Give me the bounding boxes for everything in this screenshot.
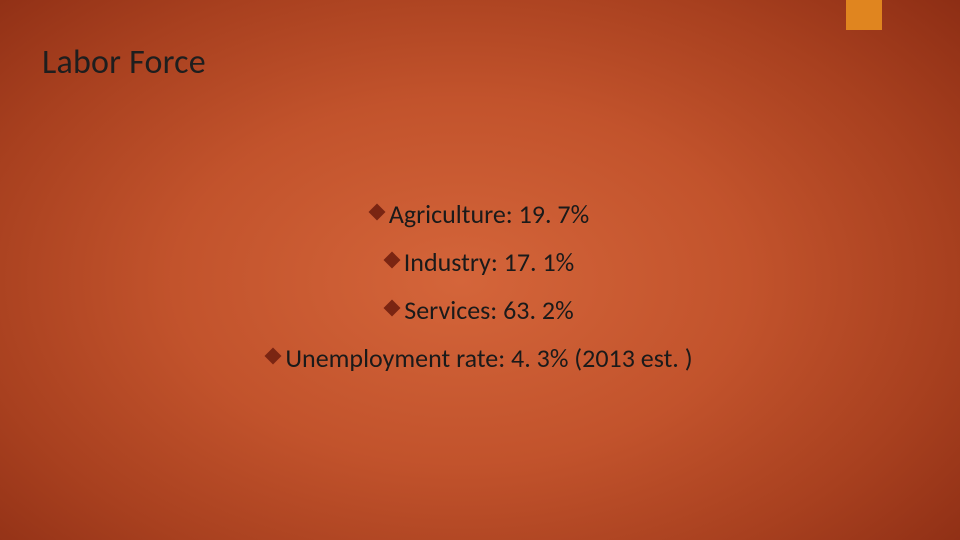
bullet-text: Services: 63. 2% bbox=[404, 294, 573, 326]
bullet-item: Unemployment rate: 4. 3% (2013 est. ) bbox=[267, 342, 692, 374]
bullet-text: Agriculture: 19. 7% bbox=[389, 198, 589, 230]
accent-bar bbox=[846, 0, 882, 30]
content-area: Agriculture: 19. 7% Industry: 17. 1% Ser… bbox=[0, 198, 960, 374]
bullet-text: Unemployment rate: 4. 3% (2013 est. ) bbox=[285, 342, 692, 374]
diamond-icon bbox=[368, 204, 385, 221]
bullet-item: Services: 63. 2% bbox=[386, 294, 573, 326]
diamond-icon bbox=[384, 300, 401, 317]
bullet-item: Industry: 17. 1% bbox=[386, 246, 574, 278]
bullet-item: Agriculture: 19. 7% bbox=[371, 198, 589, 230]
slide-title: Labor Force bbox=[42, 42, 206, 83]
diamond-icon bbox=[383, 252, 400, 269]
diamond-icon bbox=[265, 348, 282, 365]
bullet-text: Industry: 17. 1% bbox=[404, 246, 574, 278]
slide: Labor Force Agriculture: 19. 7% Industry… bbox=[0, 0, 960, 540]
